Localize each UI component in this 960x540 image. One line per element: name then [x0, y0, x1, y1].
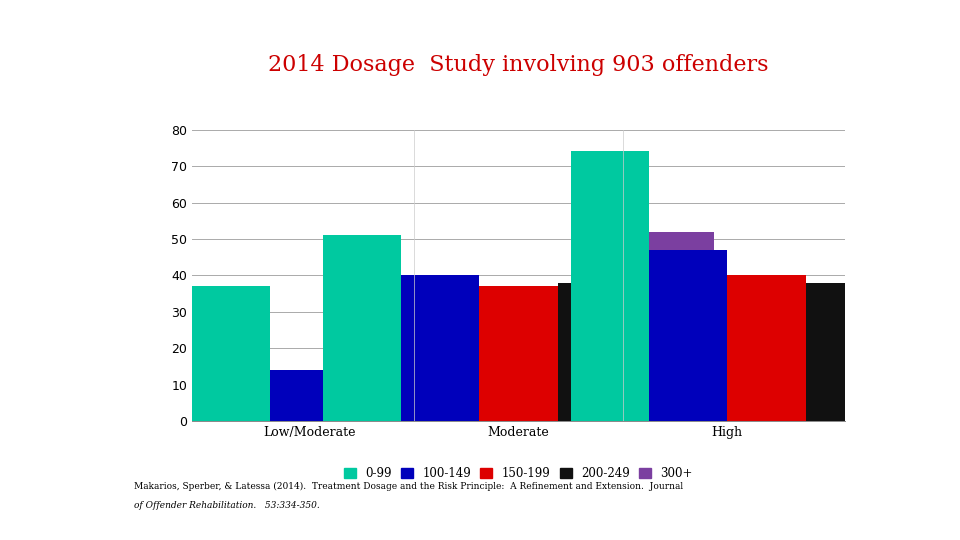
Text: Makarios, Sperber, & Latessa (2014).  Treatment Dosage and the Risk Principle:  : Makarios, Sperber, & Latessa (2014). Tre…	[134, 482, 684, 491]
Text: of Offender Rehabilitation.   53:334-350.: of Offender Rehabilitation. 53:334-350.	[134, 501, 320, 510]
Bar	[348, 312, 427, 421]
Bar	[570, 151, 649, 421]
Legend: 0-99, 100-149, 150-199, 200-249, 300+: 0-99, 100-149, 150-199, 200-249, 300+	[339, 462, 698, 484]
Bar	[805, 283, 884, 421]
Bar	[479, 286, 558, 421]
Bar	[728, 275, 805, 421]
Bar	[323, 235, 401, 421]
Bar	[192, 286, 271, 421]
Bar	[636, 232, 714, 421]
Bar	[558, 283, 636, 421]
Text: 2014 Dosage  Study involving 903 offenders: 2014 Dosage Study involving 903 offender…	[268, 54, 769, 76]
Bar	[271, 370, 348, 421]
Bar	[649, 250, 728, 421]
Bar	[401, 275, 479, 421]
